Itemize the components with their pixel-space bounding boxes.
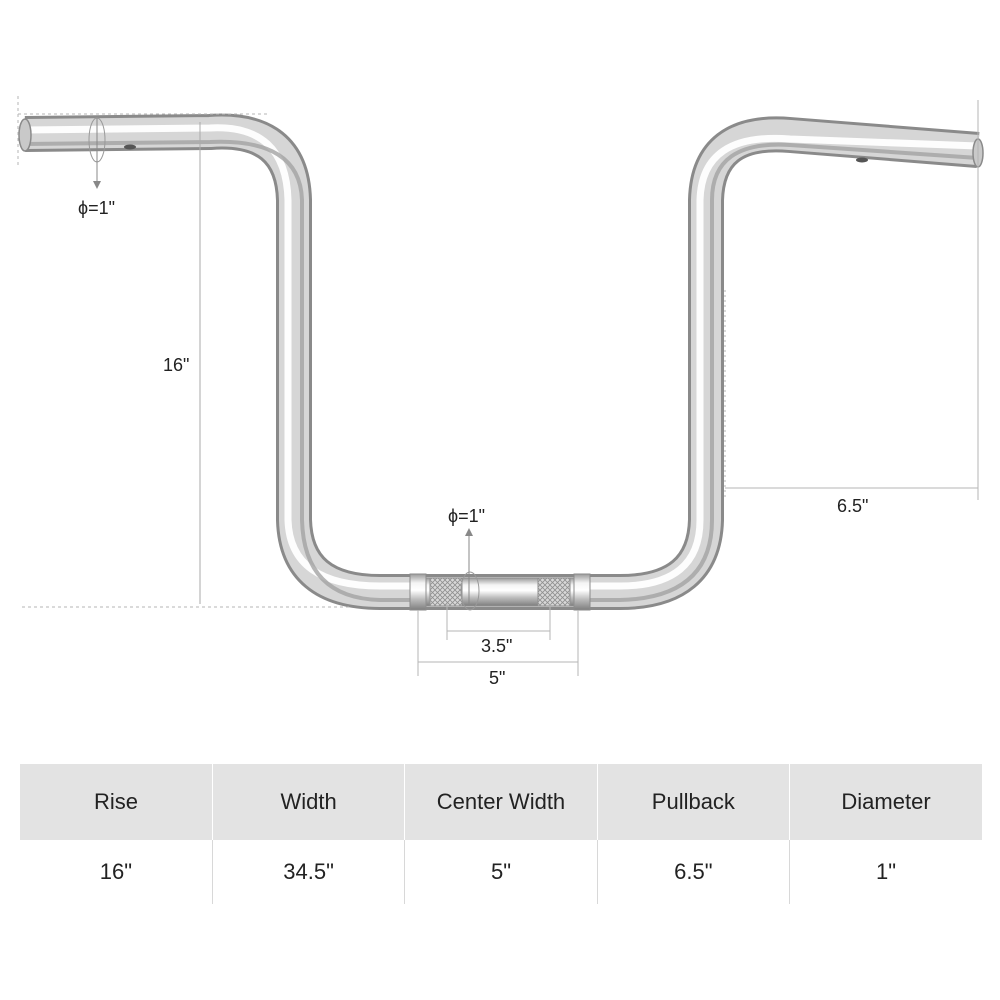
value-diameter: 1" [876,859,897,884]
rise-label: 16" [163,355,189,375]
value-width: 34.5" [212,840,406,904]
grip-diameter-label: ϕ=1" [78,198,115,218]
knurl-right [537,577,571,607]
left-grip-end [18,118,32,152]
pullback-label: 6.5" [837,496,868,516]
knurl-width-label: 3.5" [481,636,512,656]
center-width-label: 5" [489,668,505,688]
center-sleeve-left [409,573,427,611]
knurl-left [429,577,463,607]
header-center-width: Center Width [404,764,598,840]
handlebar-tube-shadow [24,139,979,602]
header-width: Width [212,764,406,840]
handlebar-diagram: ϕ=1" 16" 6.5" ϕ=1" 3.5" 5" [17,96,984,688]
value-center-width: 5" [404,840,598,904]
center-diameter-arrowhead [465,528,473,536]
value-rise: 16" [20,840,213,904]
header-pullback: Pullback [597,764,791,840]
header-rise: Rise [20,764,213,840]
dimension-lines [17,96,979,676]
center-diameter-label: ϕ=1" [448,506,485,526]
grip-diameter-arrowhead [93,181,101,189]
left-wire-hole [124,144,136,150]
header-diameter: Diameter [789,764,982,840]
spec-table: Rise Width Center Width Pullback Diamete… [20,764,982,904]
right-wire-hole [856,157,868,163]
center-sleeve-right [573,573,591,611]
spec-value-row: 16" 34.5" 5" 6.5" 1" [20,840,982,904]
spec-header-row: Rise Width Center Width Pullback Diamete… [20,764,982,840]
value-pullback: 6.5" [597,840,791,904]
center-diameter-ellipse [460,571,480,611]
